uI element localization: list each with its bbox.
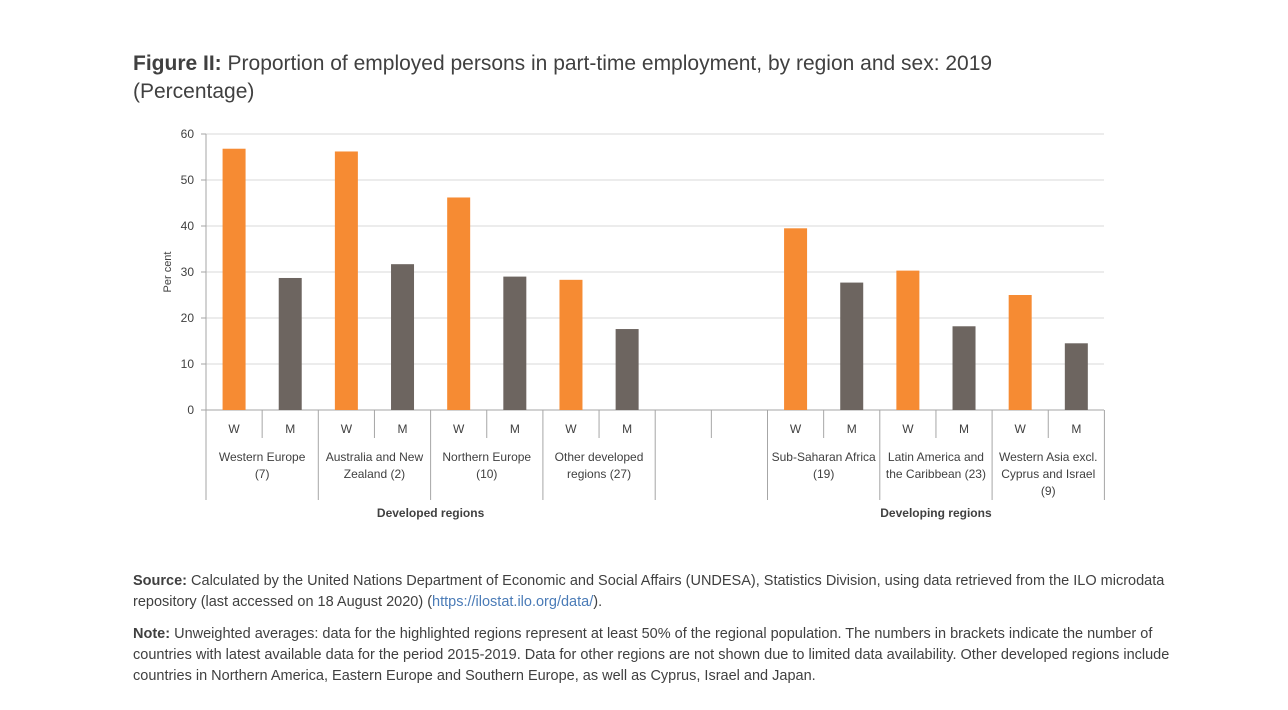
y-tick-label: 50 bbox=[181, 173, 195, 187]
sex-label: M bbox=[847, 422, 857, 436]
bar-w bbox=[334, 151, 358, 411]
y-axis-label: Per cent bbox=[162, 252, 174, 293]
region-label: (19) bbox=[813, 467, 834, 481]
sex-label: W bbox=[902, 422, 914, 436]
region-label: Latin America and bbox=[888, 450, 984, 464]
bar-w bbox=[222, 148, 246, 410]
sex-label: W bbox=[1015, 422, 1027, 436]
sex-label: M bbox=[959, 422, 969, 436]
sex-label: M bbox=[622, 422, 632, 436]
region-label: the Caribbean (23) bbox=[886, 467, 986, 481]
y-tick-label: 40 bbox=[181, 219, 195, 233]
bar-m bbox=[391, 264, 415, 410]
region-label: (7) bbox=[255, 467, 270, 481]
sex-label: M bbox=[398, 422, 408, 436]
sex-label: M bbox=[285, 422, 295, 436]
sex-label: W bbox=[341, 422, 353, 436]
bar-w bbox=[1008, 295, 1032, 410]
source-label: Source: bbox=[133, 573, 187, 589]
sex-label: W bbox=[790, 422, 802, 436]
sex-label: M bbox=[1071, 422, 1081, 436]
source-text: Calculated by the United Nations Departm… bbox=[133, 573, 1165, 610]
figure-title: Figure II: Proportion of employed person… bbox=[133, 50, 1133, 106]
group-label: Developed regions bbox=[377, 506, 485, 520]
y-tick-label: 60 bbox=[181, 127, 195, 141]
region-label: Northern Europe bbox=[442, 450, 531, 464]
source-note: Source: Calculated by the United Nations… bbox=[133, 571, 1173, 613]
y-tick-label: 20 bbox=[181, 311, 195, 325]
y-tick-label: 30 bbox=[181, 265, 195, 279]
source-suffix: ). bbox=[593, 594, 603, 610]
group-label: Developing regions bbox=[880, 506, 992, 520]
region-label: Western Asia excl. bbox=[999, 450, 1097, 464]
bar-chart: 0 10 20 30 40 50 60 Per cent W M Western Europe (7)… bbox=[162, 127, 1105, 520]
region-label: (10) bbox=[476, 467, 497, 481]
bar-m bbox=[503, 276, 527, 410]
sex-label: W bbox=[228, 422, 240, 436]
bar-m bbox=[952, 326, 976, 410]
y-tick-label: 0 bbox=[187, 403, 194, 417]
region-label: (9) bbox=[1041, 484, 1056, 498]
region-label: Cyprus and Israel bbox=[1001, 467, 1095, 481]
sex-label: W bbox=[453, 422, 465, 436]
note-label: Note: bbox=[133, 626, 171, 642]
bar-m bbox=[615, 329, 639, 410]
region-label: Zealand (2) bbox=[344, 467, 405, 481]
bar-w bbox=[447, 197, 471, 410]
note-text: Unweighted averages: data for the highli… bbox=[133, 626, 1170, 684]
figure-title-text: Proportion of employed persons in part-t… bbox=[227, 52, 993, 75]
bar-m bbox=[278, 277, 302, 410]
sex-label: W bbox=[565, 422, 577, 436]
region-label: Other developed bbox=[555, 450, 644, 464]
bar-w bbox=[896, 270, 920, 410]
region-label: Western Europe bbox=[219, 450, 306, 464]
region-label: Sub-Saharan Africa bbox=[772, 450, 876, 464]
bar-w bbox=[784, 228, 808, 410]
region-label: Australia and New bbox=[326, 450, 424, 464]
note-text-block: Note: Unweighted averages: data for the … bbox=[133, 624, 1173, 687]
sex-label: M bbox=[510, 422, 520, 436]
bar-w bbox=[559, 279, 583, 410]
source-link[interactable]: https://ilostat.ilo.org/data/ bbox=[432, 594, 594, 610]
y-tick-label: 10 bbox=[181, 357, 195, 371]
figure-subtitle: (Percentage) bbox=[133, 80, 255, 103]
figure-label: Figure II: bbox=[133, 52, 222, 75]
bar-m bbox=[1064, 343, 1088, 410]
bar-m bbox=[840, 282, 864, 410]
region-label: regions (27) bbox=[567, 467, 631, 481]
